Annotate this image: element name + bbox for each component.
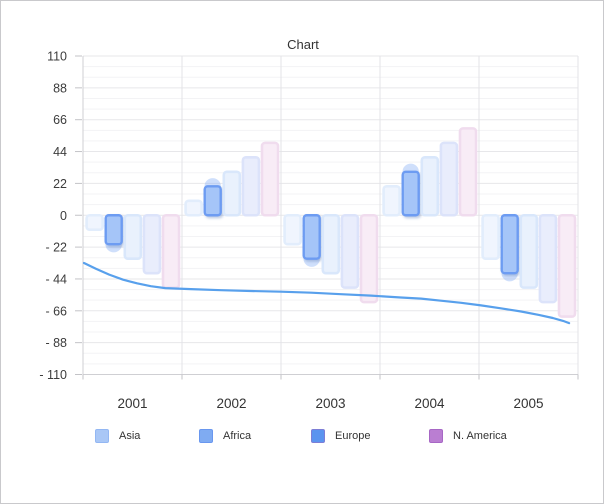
y-axis-label: - 22	[45, 241, 67, 255]
y-axis-label: 22	[53, 177, 67, 191]
bar-n-america-2004[interactable]	[458, 127, 478, 217]
legend-swatch-africa	[199, 429, 213, 443]
bar-europe-2005[interactable]	[519, 213, 539, 289]
bar-africa-2001[interactable]	[104, 214, 123, 246]
bar-europe-2004[interactable]	[420, 156, 440, 217]
legend-label-europe: Europe	[335, 430, 371, 442]
x-axis-label: 2002	[216, 396, 246, 411]
legend-label-africa: Africa	[223, 430, 252, 442]
bar-n-america-2005[interactable]	[557, 213, 577, 318]
legend-item-asia[interactable]: Asia	[95, 427, 140, 445]
y-axis-label: 66	[53, 113, 67, 127]
bar-africa-2005[interactable]	[500, 214, 519, 275]
bar-europe-2002[interactable]	[222, 170, 242, 217]
x-axis-label: 2001	[117, 396, 147, 411]
y-axis-label: 44	[53, 145, 67, 159]
bar-series-4-2001[interactable]	[142, 213, 162, 275]
bar-asia-2005[interactable]	[481, 213, 500, 260]
y-axis-label: 0	[60, 209, 67, 223]
y-axis-label: - 66	[45, 304, 67, 318]
legend-swatch-europe	[311, 429, 325, 443]
bar-series-4-2003[interactable]	[340, 213, 360, 289]
y-axis-label: - 44	[45, 272, 67, 286]
line-series[interactable]	[82, 261, 571, 325]
x-axis-label: 2005	[513, 396, 543, 411]
bar-africa-2003[interactable]	[302, 214, 321, 260]
x-axis-label: 2004	[414, 396, 445, 411]
bar-series-4-2004[interactable]	[439, 141, 459, 217]
x-axis-label: 2003	[315, 396, 345, 411]
y-axis-label: 88	[53, 81, 67, 95]
bar-europe-2001[interactable]	[123, 213, 143, 260]
y-axis-label: - 110	[39, 368, 67, 382]
y-axis-label: - 88	[45, 336, 67, 350]
bar-asia-2004[interactable]	[382, 184, 401, 217]
legend-item-europe[interactable]: Europe	[311, 427, 370, 445]
bar-asia-2002[interactable]	[184, 199, 203, 217]
legend-item-n-america[interactable]: N. America	[429, 427, 507, 445]
bar-africa-2002[interactable]	[203, 185, 222, 217]
bar-asia-2003[interactable]	[283, 213, 302, 246]
bar-series-4-2005[interactable]	[538, 213, 558, 304]
legend-swatch-n-america	[429, 429, 443, 443]
bar-n-america-2002[interactable]	[260, 141, 280, 217]
legend-label-n-america: N. America	[453, 430, 507, 442]
bar-series-4-2002[interactable]	[241, 156, 261, 217]
bar-europe-2003[interactable]	[321, 213, 341, 275]
legend-item-africa[interactable]: Africa	[199, 427, 251, 445]
legend-label-asia: Asia	[119, 430, 141, 442]
legend-swatch-asia	[95, 429, 109, 443]
bar-asia-2001[interactable]	[85, 213, 104, 232]
bar-n-america-2001[interactable]	[161, 213, 181, 289]
y-axis-label: 110	[47, 50, 67, 64]
bar-africa-2004[interactable]	[401, 170, 420, 217]
bar-n-america-2003[interactable]	[359, 213, 379, 304]
chart-title: Chart	[287, 37, 319, 52]
